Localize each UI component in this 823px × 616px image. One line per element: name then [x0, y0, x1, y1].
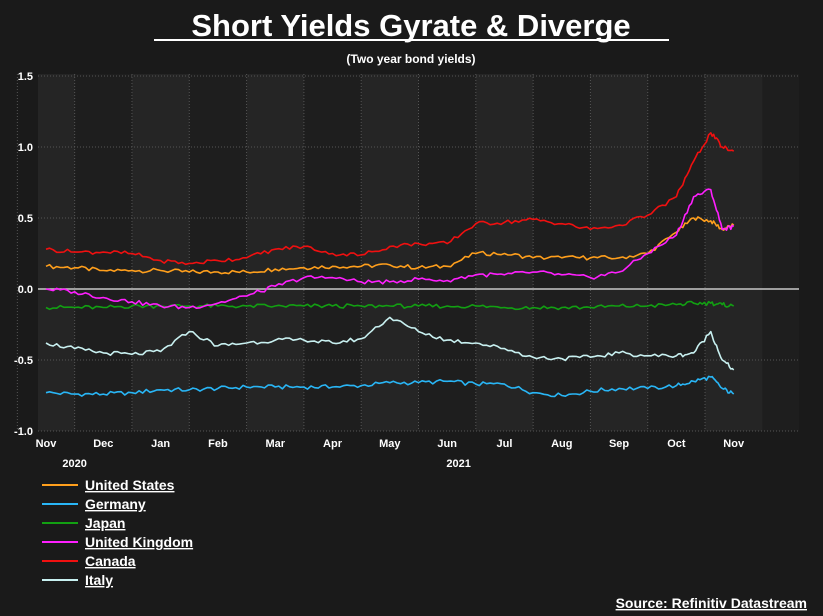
x-tick-label: Oct: [667, 438, 686, 450]
y-tick-label: 1.0: [18, 142, 33, 154]
legend-label: Japan: [85, 515, 125, 531]
y-tick-label: 1.5: [18, 71, 33, 83]
legend-label: United States: [85, 477, 175, 493]
y-tick-label: -0.5: [14, 355, 33, 367]
source-note: Source: Refinitiv Datastream: [616, 595, 807, 611]
month-stripe: [361, 74, 419, 431]
month-stripe: [131, 74, 190, 431]
legend-label: Canada: [85, 553, 136, 569]
x-tick-label: May: [379, 438, 401, 450]
chart-title: Short Yields Gyrate & Diverge: [191, 8, 630, 43]
month-stripes: [38, 74, 763, 431]
x-tick-label: Jul: [497, 438, 513, 450]
x-tick-label: Apr: [323, 438, 343, 450]
y-axis: 1.5 1.0 0.5 0.0 -0.5 -1.0: [14, 71, 33, 438]
series-line-united-states: [45, 216, 735, 275]
y-tick-label: 0.5: [18, 213, 33, 225]
x-tick-label: Mar: [265, 438, 285, 450]
year-label: 2021: [446, 458, 470, 470]
x-tick-label: Jun: [437, 438, 457, 450]
series-line-germany: [45, 375, 735, 398]
month-stripe: [705, 74, 763, 431]
series-line-united-kingdom: [45, 188, 735, 310]
month-stripe: [475, 74, 534, 431]
x-tick-label: Sep: [609, 438, 629, 450]
x-tick-label: Feb: [208, 438, 228, 450]
y-tick-label: -1.0: [14, 426, 33, 438]
x-axis: Nov Dec Jan Feb Mar Apr May Jun Jul Aug Sep Oct Nov 2…: [36, 438, 745, 470]
x-tick-label: Jan: [151, 438, 170, 450]
y-tick-label: 0.0: [18, 284, 33, 296]
year-label: 2020: [62, 458, 86, 470]
month-stripe: [246, 74, 304, 431]
series-line-canada: [45, 132, 735, 266]
legend-label: Italy: [85, 572, 113, 588]
legend-label: United Kingdom: [85, 534, 193, 550]
x-tick-label: Aug: [551, 438, 572, 450]
series-line-italy: [45, 316, 735, 371]
x-tick-label: Nov: [36, 438, 58, 450]
legend-label: Germany: [85, 496, 146, 512]
x-tick-label: Dec: [93, 438, 113, 450]
series-lines: [45, 132, 735, 398]
x-tick-label: Nov: [723, 438, 745, 450]
legend: United States Germany Japan United Kingdom C…: [42, 477, 193, 588]
chart-subtitle: (Two year bond yields): [346, 52, 475, 66]
month-stripe: [590, 74, 648, 431]
gridlines: [16, 74, 799, 432]
